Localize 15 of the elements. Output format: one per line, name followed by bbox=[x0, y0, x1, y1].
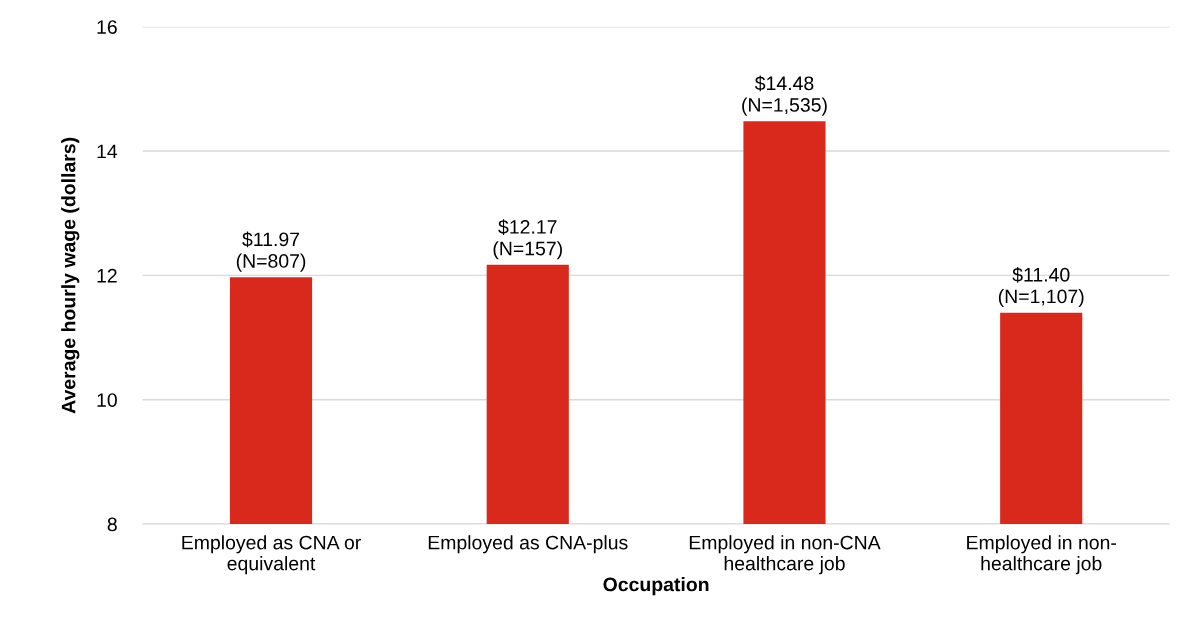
x-tick-label: Employed as CNA or equivalent bbox=[182, 535, 361, 575]
data-label: $11.40 (N=1,107) bbox=[998, 267, 1084, 308]
x-tick-label: Employed in non-CNA healthcare job bbox=[689, 535, 881, 575]
x-axis-title: Occupation bbox=[603, 577, 709, 596]
y-tick-label: 14 bbox=[97, 144, 118, 159]
y-tick-label: 10 bbox=[97, 393, 117, 407]
x-tick-label: Employed in non- healthcare job bbox=[967, 535, 1117, 575]
data-label: $11.97 (N=807) bbox=[236, 231, 306, 272]
x-tick-label: Employed as CNA-plus bbox=[428, 535, 628, 554]
y-axis-title: Average hourly wage (dollars) bbox=[61, 137, 80, 414]
y-tick-label: 16 bbox=[97, 20, 117, 34]
data-label: $14.48 (N=1,535) bbox=[742, 75, 827, 116]
data-label: $12.17 (N=157) bbox=[493, 219, 562, 260]
y-tick-label: 12 bbox=[97, 268, 117, 283]
y-tick-label: 8 bbox=[107, 517, 117, 532]
